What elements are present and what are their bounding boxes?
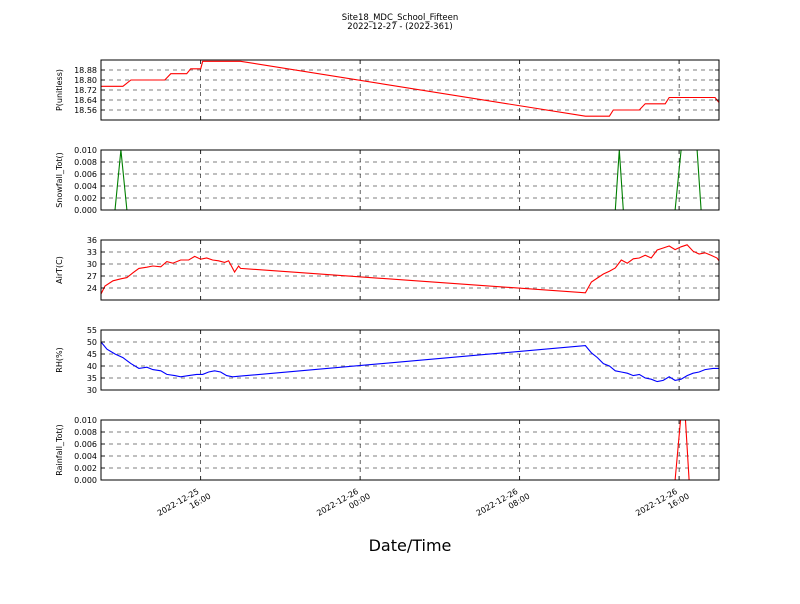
panel-3: 36 33 30 27 24 AirT(C) [55, 236, 720, 301]
panel-4: 55 50 45 40 35 30 RH(%) [55, 326, 720, 395]
y-tick-label: 0.002 [74, 194, 97, 203]
y-tick-label: 18.64 [74, 96, 97, 105]
series-group [101, 60, 719, 117]
y-tick-label: 0.002 [74, 464, 97, 473]
axes-frame [100, 149, 720, 211]
series-line [585, 420, 719, 480]
figure-title: Site18_MDC_School_Fifteen [342, 13, 459, 23]
y-tick-label: 18.56 [74, 106, 97, 115]
y-tick-label: 0.006 [74, 440, 97, 449]
y-tick-label: 27 [87, 272, 97, 281]
axes-frame [100, 239, 720, 301]
series-line [101, 60, 719, 117]
y-tick-label: 45 [87, 350, 97, 359]
y-tick-label: 55 [87, 326, 97, 335]
y-tick-label: 0.004 [74, 182, 97, 191]
y-tick-label: 24 [87, 284, 97, 293]
axes-frame [100, 329, 720, 391]
y-tick-label: 0.010 [74, 416, 97, 425]
y-axis-label: AirT(C) [55, 256, 64, 284]
y-axis-label: Snowfall_Tot() [55, 152, 64, 208]
y-tick-label: 36 [87, 236, 97, 245]
series-line [585, 150, 719, 210]
series-group [101, 150, 719, 210]
series-group [101, 341, 719, 383]
series-group [101, 244, 719, 295]
x-axis-label: Date/Time [369, 536, 452, 555]
figure-subtitle: 2022-12-27 - (2022-361) [347, 22, 452, 32]
y-tick-label: 35 [87, 374, 97, 383]
series-line [101, 150, 241, 210]
y-tick-label: 18.88 [74, 66, 97, 75]
y-tick-label: 30 [87, 386, 97, 395]
y-tick-label: 0.000 [74, 206, 97, 215]
y-tick-label: 0.010 [74, 146, 97, 155]
y-tick-label: 0.004 [74, 452, 97, 461]
y-tick-label: 50 [87, 338, 97, 347]
panel-2: 0.010 0.008 0.006 0.004 0.002 0.000 Snowfall_T… [55, 146, 720, 215]
y-axis-label: Rainfall_Tot() [55, 424, 64, 476]
series-line [101, 341, 719, 383]
y-tick-label: 30 [87, 260, 97, 269]
y-tick-label: 0.008 [74, 428, 97, 437]
axes-frame [100, 419, 720, 481]
y-tick-label: 40 [87, 362, 97, 371]
y-tick-label: 0.000 [74, 476, 97, 485]
y-tick-label: 18.80 [74, 76, 97, 85]
y-axis-label: RH(%) [55, 347, 64, 372]
y-tick-label: 33 [87, 248, 97, 257]
y-tick-label: 18.72 [74, 86, 97, 95]
y-tick-label: 0.006 [74, 170, 97, 179]
series-group [101, 420, 719, 480]
y-axis-label: P(unitless) [55, 69, 64, 111]
panel-5: 0.010 0.008 0.006 0.004 0.002 0.000 Rainfall_T… [55, 416, 720, 485]
y-tick-label: 0.008 [74, 158, 97, 167]
series-line [101, 244, 719, 295]
